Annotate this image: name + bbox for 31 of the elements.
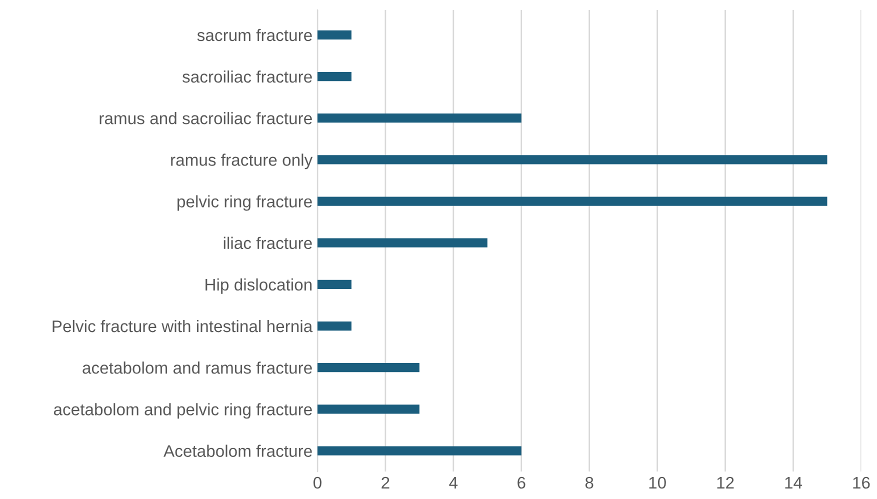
x-tick-label: 6 (518, 476, 526, 489)
bar (317, 114, 522, 123)
y-tick-label: pelvic ring fracture (178, 195, 312, 211)
y-tick-label: acetabolom and pelvic ring fracture (54, 403, 312, 419)
x-tick-label: 12 (717, 476, 734, 488)
bar (317, 72, 352, 82)
bar (317, 404, 420, 414)
x-tick-label: 2 (382, 476, 390, 488)
bar (317, 238, 488, 248)
x-tick-label: 14 (785, 477, 802, 488)
bar (317, 30, 352, 40)
y-tick-label: Hip dislocation (206, 278, 312, 294)
x-tick-label: 8 (585, 476, 594, 489)
y-tick-label: Acetabolom fracture (164, 444, 312, 457)
y-tick-label: sacrum fracture (197, 28, 312, 42)
bar (317, 280, 352, 290)
bar (317, 363, 420, 372)
y-tick-label: sacroiliac fracture (182, 70, 312, 83)
y-tick-label: acetabolom and ramus fracture (82, 362, 312, 374)
bar (317, 155, 828, 164)
x-tick-label: 16 (853, 476, 870, 489)
y-tick-label: iliac fracture (224, 236, 312, 250)
y-tick-label: ramus fracture only (171, 154, 313, 170)
y-tick-label: ramus and sacroiliac fracture (100, 112, 312, 124)
x-tick-label: 0 (313, 476, 322, 489)
bar (317, 321, 352, 331)
x-tick-label: 10 (649, 476, 666, 489)
bar (317, 446, 522, 456)
y-tick-label: Pelvic fracture with intestinal hernia (52, 320, 313, 332)
bar (317, 196, 828, 206)
x-tick-label: 4 (449, 477, 458, 488)
